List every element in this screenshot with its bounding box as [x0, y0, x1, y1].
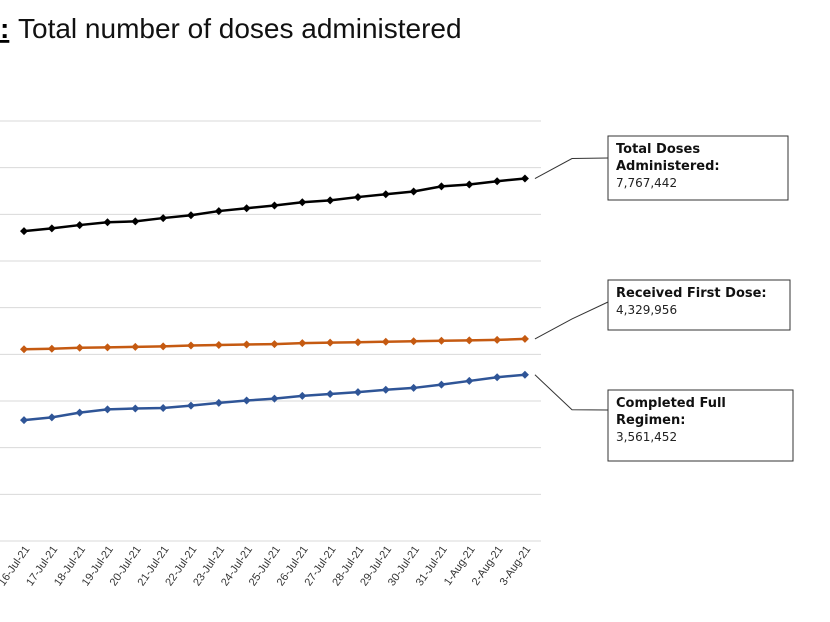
- marker: [20, 416, 28, 425]
- callout-label: Administered:: [616, 159, 720, 174]
- marker: [131, 404, 140, 413]
- marker: [242, 396, 251, 405]
- marker: [298, 198, 307, 207]
- marker: [409, 383, 418, 392]
- callout-label: Total Doses: [616, 142, 700, 157]
- callout-value: 7,767,442: [616, 176, 677, 190]
- marker: [493, 335, 502, 344]
- marker: [520, 370, 529, 379]
- marker: [270, 394, 279, 403]
- marker: [242, 340, 251, 349]
- marker: [103, 343, 112, 352]
- marker: [47, 413, 56, 422]
- marker: [437, 182, 446, 191]
- callout-line: [534, 157, 609, 179]
- marker: [326, 390, 335, 398]
- marker: [214, 207, 223, 216]
- marker: [75, 408, 84, 417]
- marker: [214, 341, 223, 349]
- marker: [47, 344, 56, 353]
- marker: [131, 342, 140, 351]
- marker: [409, 337, 418, 346]
- callout-value: 4,329,956: [616, 303, 677, 317]
- marker: [47, 224, 56, 233]
- marker: [326, 338, 335, 347]
- title-prefix: :: [0, 13, 9, 44]
- marker: [131, 217, 140, 226]
- callout-label: Regimen:: [616, 413, 685, 428]
- marker: [353, 193, 362, 202]
- marker: [214, 398, 223, 407]
- marker: [465, 336, 474, 345]
- marker: [381, 190, 390, 199]
- marker: [381, 385, 390, 394]
- marker: [75, 343, 84, 352]
- marker: [75, 221, 84, 230]
- marker: [520, 334, 529, 343]
- marker: [270, 201, 279, 210]
- marker: [437, 336, 446, 345]
- marker: [103, 405, 112, 414]
- marker: [520, 174, 529, 183]
- marker: [103, 218, 112, 227]
- marker: [20, 345, 28, 354]
- callout-label: Received First Dose:: [616, 286, 767, 301]
- marker: [159, 404, 168, 412]
- marker: [159, 214, 168, 223]
- marker: [437, 380, 446, 389]
- marker: [186, 341, 195, 350]
- marker: [353, 338, 362, 347]
- marker: [381, 337, 390, 346]
- callout-label: Completed Full: [616, 396, 726, 411]
- marker: [159, 342, 168, 351]
- callout-box: [607, 135, 789, 201]
- marker: [298, 391, 307, 400]
- marker: [493, 373, 502, 382]
- marker: [298, 339, 307, 348]
- callout-line: [534, 374, 609, 411]
- marker: [270, 340, 279, 349]
- callout-value: 3,561,452: [616, 430, 677, 444]
- marker: [242, 204, 251, 213]
- marker: [409, 187, 418, 196]
- marker: [493, 177, 502, 186]
- marker: [186, 401, 195, 410]
- marker: [465, 180, 474, 189]
- callout-box: [607, 279, 791, 331]
- marker: [465, 376, 474, 385]
- marker: [186, 211, 195, 220]
- chart-title: Total number of doses administered: [18, 13, 462, 44]
- marker: [20, 227, 28, 236]
- marker: [326, 196, 335, 205]
- marker: [353, 388, 362, 397]
- callout-box: [607, 389, 794, 462]
- callout-line: [534, 301, 609, 340]
